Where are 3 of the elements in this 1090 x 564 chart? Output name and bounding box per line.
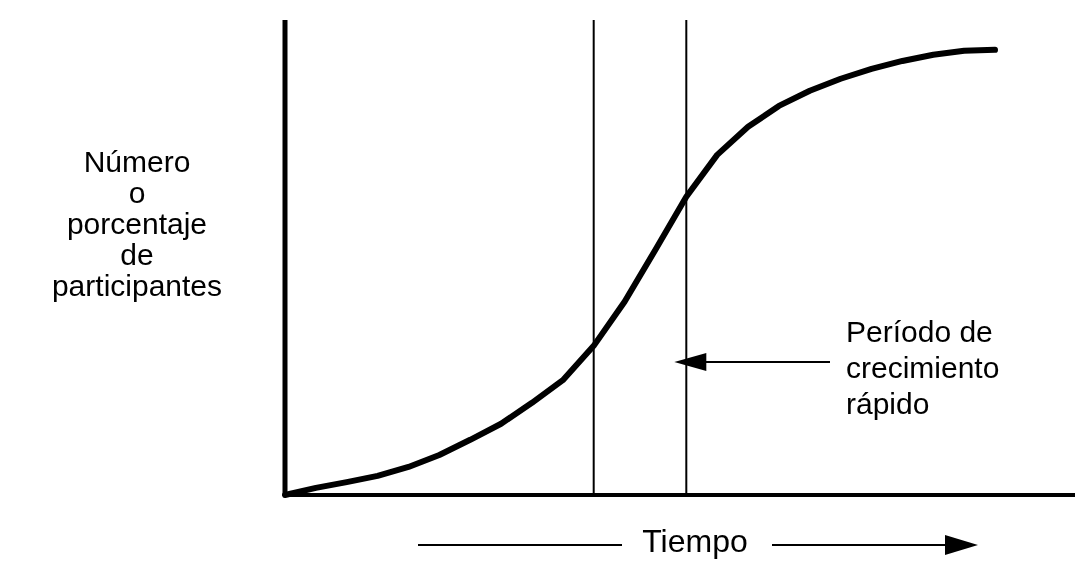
y-axis-title: Número o porcentaje de participantes xyxy=(51,145,223,302)
x-axis-title: Tiempo xyxy=(642,523,748,559)
annotation: Período de crecimiento rápido xyxy=(846,315,1000,420)
